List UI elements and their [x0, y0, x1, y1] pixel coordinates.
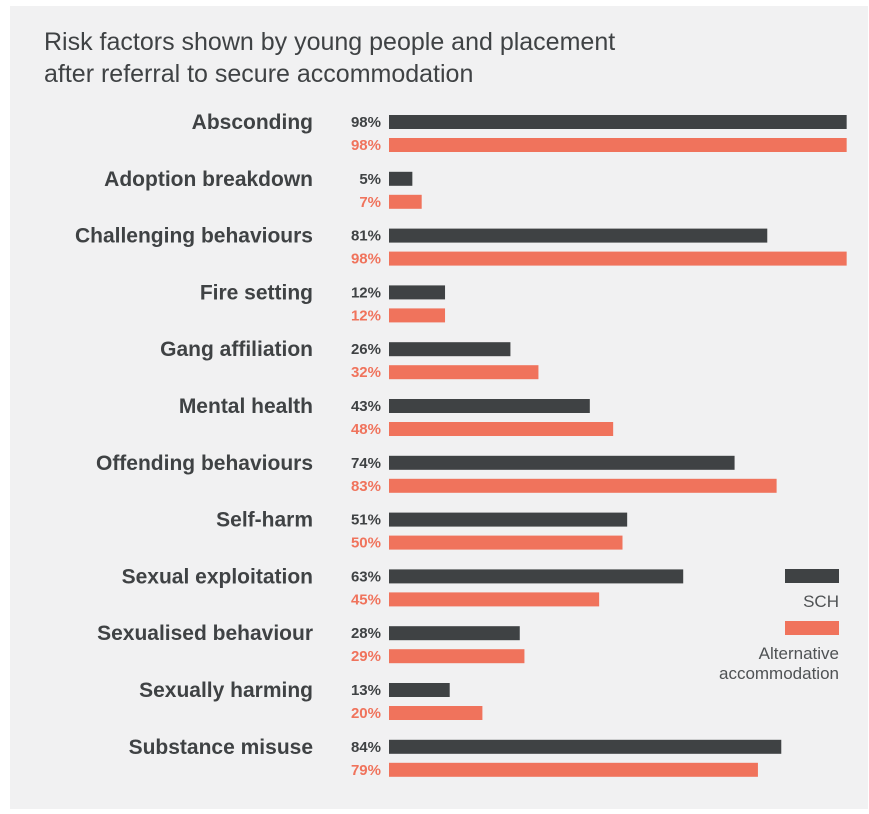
bar-sch-mental-health [389, 399, 590, 413]
value-label-alternative-accommodation-offending-behaviours: 83% [351, 478, 381, 495]
bar-alternative-accommodation-absconding [389, 138, 847, 152]
value-label-alternative-accommodation-sexualised-behaviour: 29% [351, 648, 381, 665]
value-label-alternative-accommodation-sexual-exploitation: 45% [351, 591, 381, 608]
value-label-sch-substance-misuse: 84% [351, 739, 381, 756]
legend-swatch-sch [785, 569, 839, 583]
value-label-alternative-accommodation-self-harm: 50% [351, 535, 381, 552]
bar-sch-sexual-exploitation [389, 569, 684, 584]
value-label-sch-sexualised-behaviour: 28% [351, 625, 381, 642]
legend-swatch-alternative [785, 621, 839, 635]
value-label-sch-gang-affiliation: 26% [351, 341, 381, 358]
bar-sch-self-harm [389, 512, 628, 527]
chart-title: Risk factors shown by young people and p… [44, 26, 744, 90]
bar-alternative-accommodation-fire-setting [389, 308, 446, 323]
bar-sch-sexually-harming [389, 683, 450, 697]
bar-alternative-accommodation-gang-affiliation [389, 365, 539, 380]
value-label-sch-fire-setting: 12% [351, 284, 381, 301]
bar-alternative-accommodation-sexually-harming [389, 706, 483, 720]
value-label-alternative-accommodation-adoption-breakdown: 7% [359, 194, 381, 211]
bar-sch-challenging-behaviours [389, 228, 768, 243]
category-label-sexual-exploitation: Sexual exploitation [122, 565, 313, 588]
bar-alternative-accommodation-adoption-breakdown [389, 194, 422, 209]
value-label-sch-challenging-behaviours: 81% [351, 228, 381, 245]
bar-sch-gang-affiliation [389, 342, 511, 357]
value-label-alternative-accommodation-challenging-behaviours: 98% [351, 251, 381, 268]
bar-sch-substance-misuse [389, 739, 782, 754]
value-label-alternative-accommodation-sexually-harming: 20% [351, 705, 381, 722]
category-label-substance-misuse: Substance misuse [129, 736, 313, 759]
bar-alternative-accommodation-substance-misuse [389, 762, 758, 777]
value-label-alternative-accommodation-substance-misuse: 79% [351, 762, 381, 779]
chart-legend: SCH Alternative accommodation [639, 568, 839, 692]
chart-title-line-2: after referral to secure accommodation [44, 60, 474, 88]
legend-label-alternative: Alternative accommodation [718, 644, 839, 683]
value-label-sch-sexually-harming: 13% [351, 682, 381, 699]
category-label-self-harm: Self-harm [216, 509, 313, 532]
value-label-alternative-accommodation-absconding: 98% [351, 137, 381, 154]
category-label-offending-behaviours: Offending behaviours [96, 452, 313, 475]
bar-alternative-accommodation-sexualised-behaviour [389, 649, 525, 664]
category-label-gang-affiliation: Gang affiliation [160, 338, 313, 361]
value-label-sch-absconding: 98% [351, 114, 381, 131]
bar-sch-fire-setting [389, 285, 446, 300]
bar-alternative-accommodation-challenging-behaviours [389, 251, 847, 266]
bar-alternative-accommodation-sexual-exploitation [389, 592, 600, 607]
category-label-adoption-breakdown: Adoption breakdown [104, 168, 313, 191]
value-label-sch-sexual-exploitation: 63% [351, 568, 381, 585]
bar-sch-adoption-breakdown [389, 171, 413, 186]
legend-item-alternative: Alternative accommodation [639, 620, 839, 684]
value-label-sch-offending-behaviours: 74% [351, 455, 381, 472]
value-label-sch-self-harm: 51% [351, 512, 381, 529]
category-label-absconding: Absconding [192, 111, 313, 134]
value-label-alternative-accommodation-gang-affiliation: 32% [351, 364, 381, 381]
category-label-challenging-behaviours: Challenging behaviours [75, 225, 313, 248]
bar-alternative-accommodation-offending-behaviours [389, 478, 777, 493]
bar-sch-sexualised-behaviour [389, 626, 520, 641]
legend-label-sch: SCH [803, 592, 839, 611]
value-label-alternative-accommodation-mental-health: 48% [351, 421, 381, 438]
value-label-sch-mental-health: 43% [351, 398, 381, 415]
chart-title-line-1: Risk factors shown by young people and p… [44, 28, 616, 56]
bar-alternative-accommodation-self-harm [389, 535, 623, 550]
value-label-sch-adoption-breakdown: 5% [359, 171, 381, 188]
category-label-sexualised-behaviour: Sexualised behaviour [97, 622, 313, 645]
legend-item-sch: SCH [639, 568, 839, 612]
value-label-alternative-accommodation-fire-setting: 12% [351, 307, 381, 324]
category-label-fire-setting: Fire setting [200, 281, 313, 304]
category-label-sexually-harming: Sexually harming [139, 679, 313, 702]
bar-alternative-accommodation-mental-health [389, 422, 614, 436]
bar-sch-absconding [389, 115, 847, 129]
category-label-mental-health: Mental health [179, 395, 313, 418]
bar-sch-offending-behaviours [389, 455, 735, 470]
